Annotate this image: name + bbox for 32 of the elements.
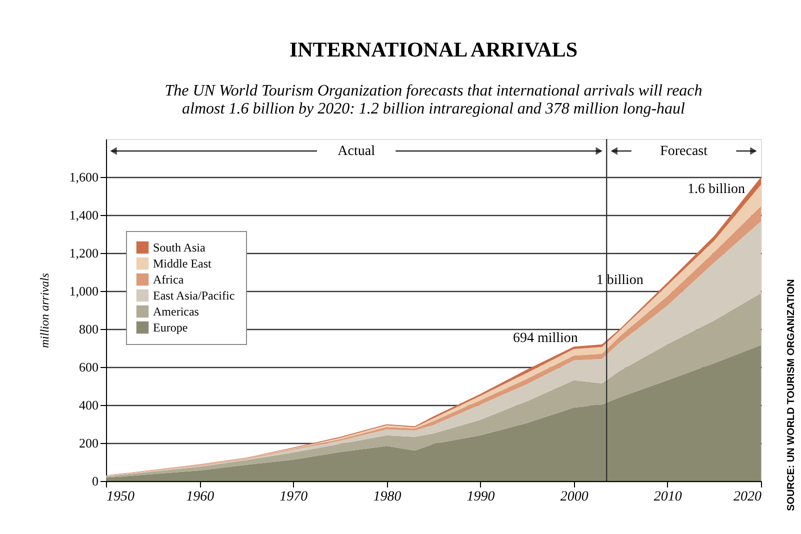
legend-label: Middle East: [153, 256, 212, 270]
x-tick-label: 1970: [280, 490, 308, 504]
annotation: 1 billion: [596, 273, 644, 288]
source-note: SOURCE: UN WORLD TOURISM ORGANIZATION: [786, 279, 797, 511]
y-tick-label: 600: [79, 360, 98, 374]
chart-title: INTERNATIONAL ARRIVALS: [289, 37, 578, 62]
annotation: 694 million: [512, 331, 578, 346]
y-tick-label: 1,000: [69, 284, 98, 298]
legend-label: Africa: [153, 272, 184, 286]
annotation: 1.6 billion: [687, 182, 745, 197]
y-tick-label: 0: [92, 474, 98, 488]
x-tick-label: 1950: [106, 490, 134, 504]
y-tick-label: 800: [79, 322, 98, 336]
legend-label: Americas: [153, 304, 200, 318]
x-tick-label: 2020: [734, 490, 762, 504]
x-tick-label: 1980: [373, 490, 402, 504]
legend-label: East Asia/Pacific: [153, 288, 235, 302]
y-tick-label: 1,200: [69, 246, 98, 260]
legend-label: South Asia: [153, 240, 206, 254]
legend-label: Europe: [153, 320, 188, 334]
x-tick-label: 1990: [466, 490, 495, 504]
y-tick-label: 400: [79, 398, 98, 412]
y-tick-label: 1,600: [69, 170, 98, 184]
y-tick-label: 200: [79, 436, 98, 450]
chart-subtitle: The UN World Tourism Organization forecasts that international arrivals will reach almost 1.6 billion by 2020: 1.2 billion intraregional and 378 million long-haul: [164, 82, 702, 118]
annotation: Actual: [338, 144, 376, 159]
y-tick-label: 1,400: [69, 208, 98, 222]
annotation: Forecast: [660, 144, 708, 159]
x-tick-label: 2010: [654, 490, 682, 504]
x-tick-label: 1960: [186, 490, 214, 504]
y-axis-title: million arrivals: [37, 272, 52, 348]
x-tick-label: 2000: [560, 490, 588, 504]
